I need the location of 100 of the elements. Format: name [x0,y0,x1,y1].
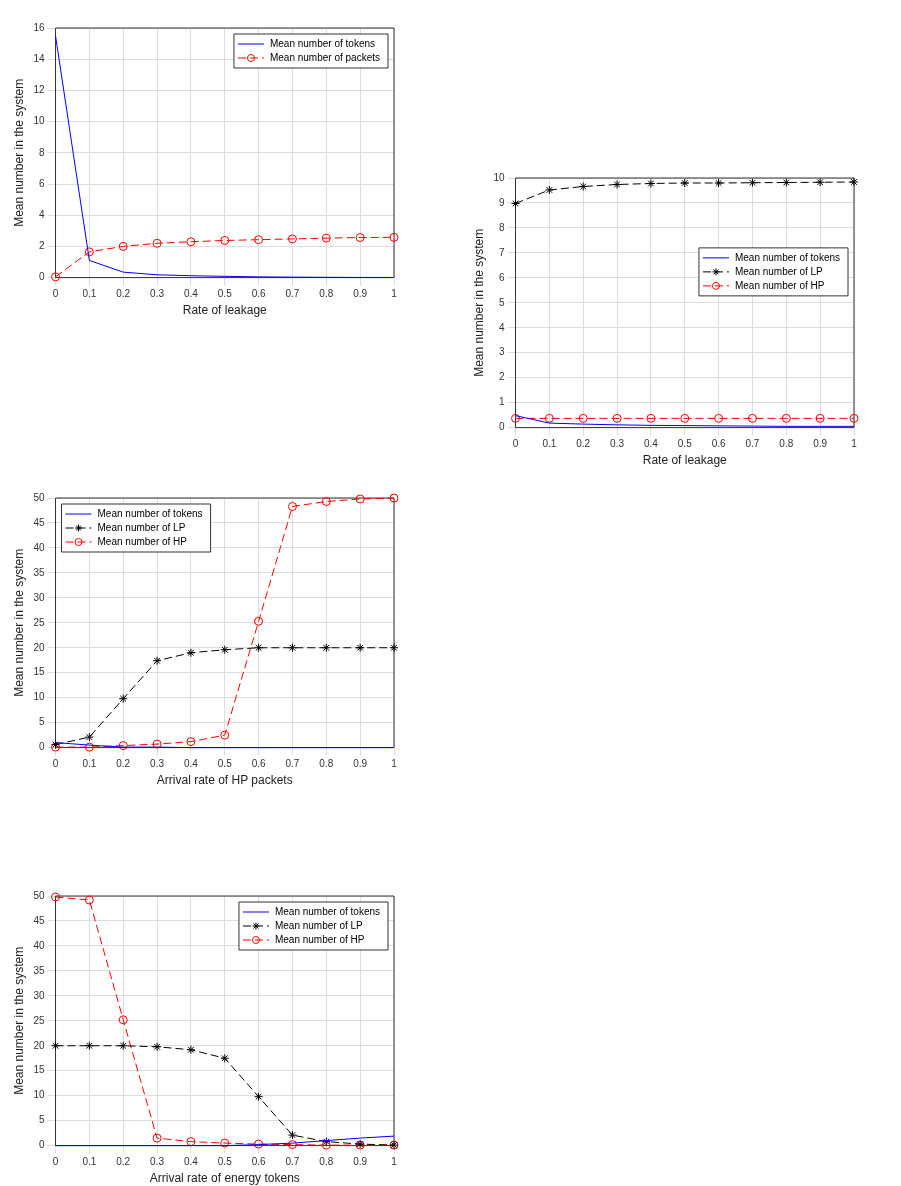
point [220,645,230,655]
point [355,643,365,653]
x-tick-label: 0.8 [319,758,334,770]
point [544,413,554,423]
x-tick-label: 0 [52,288,59,300]
y-axis-title: Mean number in the system [11,78,26,227]
y-tick-label: 5 [38,716,45,728]
y-tick-label: 40 [33,541,45,553]
point [680,178,690,188]
point [186,1137,196,1147]
point [849,413,859,423]
point [152,1042,162,1052]
legend-label: Mean number of tokens [274,905,380,917]
x-tick-label: 0.9 [353,1156,368,1168]
x-tick-label: 0.7 [285,758,300,770]
y-tick-label: 14 [33,52,45,64]
point [321,496,331,506]
point [220,1138,230,1148]
y-tick-label: 0 [38,741,45,753]
point [152,656,162,666]
y-tick-label: 40 [33,939,45,951]
point [254,235,264,245]
x-axis-title: Arrival rate of energy tokens [149,1171,300,1186]
y-tick-label: 7 [498,246,505,258]
point [287,1140,297,1150]
y-axis-title: Mean number in the system [11,946,26,1095]
y-axis-title: Mean number in the system [471,228,486,377]
y-tick-label: 10 [33,691,45,703]
y-tick-label: 6 [38,177,45,189]
x-tick-label: 0.6 [251,758,266,770]
y-tick-label: 4 [38,208,45,220]
point [118,1041,128,1051]
point [815,177,825,187]
x-tick-label: 0.5 [217,758,233,770]
y-tick-label: 30 [33,989,45,1001]
legend-label: Mean number of LP [734,265,824,277]
point [186,237,196,247]
x-tick-label: 0.3 [610,438,625,450]
x-tick-label: 0.9 [813,438,828,450]
point [646,413,656,423]
y-tick-label: 1 [498,396,505,408]
legend-label: Mean number of HP [97,535,188,547]
point [714,413,724,423]
x-tick-label: 1 [391,288,398,300]
point [578,181,588,191]
point [544,185,554,195]
legend-label: Mean number of HP [274,933,365,945]
point [152,1133,162,1143]
y-tick-label: 5 [498,296,505,308]
point [747,413,757,423]
point [612,179,622,189]
point [220,235,230,245]
y-tick-label: 10 [33,1089,45,1101]
x-tick-label: 0.7 [285,1156,300,1168]
point [186,737,196,747]
point [118,241,128,251]
x-tick-label: 0.8 [319,1156,334,1168]
y-axis-title: Mean number in the system [11,548,26,697]
y-tick-label: 25 [33,1014,45,1026]
y-tick-label: 4 [498,321,505,333]
x-tick-label: 0.5 [217,1156,233,1168]
y-tick-label: 2 [38,240,45,252]
x-tick-label: 0.2 [576,438,591,450]
x-tick-label: 0.2 [116,288,131,300]
point [287,1130,297,1140]
point [511,198,521,208]
x-tick-label: 0.4 [643,438,659,450]
point [254,616,264,626]
point [287,234,297,244]
point [389,493,399,503]
point [186,1045,196,1055]
legend-label: Mean number of packets [269,51,380,63]
x-tick-label: 0.4 [183,288,199,300]
y-tick-label: 35 [33,964,45,976]
x-tick-label: 0.1 [82,1156,97,1168]
y-tick-label: 9 [498,196,505,208]
legend-label: Mean number of tokens [734,251,840,263]
point [51,892,61,902]
y-tick-label: 0 [38,1139,45,1151]
y-tick-label: 20 [33,641,45,653]
y-tick-label: 25 [33,616,45,628]
point [220,730,230,740]
point [84,1041,94,1051]
point [152,238,162,248]
y-tick-label: 2 [498,371,505,383]
x-tick-label: 1 [391,758,398,770]
point [254,1092,264,1102]
x-tick-label: 0.7 [745,438,760,450]
y-tick-label: 3 [498,346,505,358]
point [254,1139,264,1149]
legend-label: Mean number of tokens [97,507,203,519]
point [321,233,331,243]
x-tick-label: 0.7 [285,288,300,300]
x-tick-label: 0.1 [542,438,557,450]
point [51,272,61,282]
x-tick-label: 1 [391,1156,398,1168]
point [118,741,128,751]
point [849,177,859,187]
y-tick-label: 20 [33,1039,45,1051]
point [781,177,791,187]
